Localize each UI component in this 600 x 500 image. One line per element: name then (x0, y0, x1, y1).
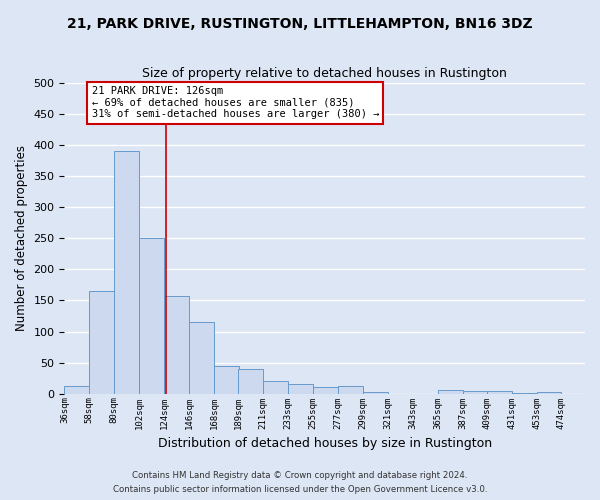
Bar (115, 152, 139, 394)
Bar (89, 291, 115, 394)
Bar (487, 391, 512, 394)
X-axis label: Distribution of detached houses by size in Rustington: Distribution of detached houses by size … (158, 437, 492, 450)
Bar (362, 392, 388, 394)
Bar (64, 386, 89, 394)
Bar (164, 296, 189, 394)
Bar (437, 390, 463, 394)
Title: Size of property relative to detached houses in Rustington: Size of property relative to detached ho… (142, 68, 507, 80)
Bar (263, 381, 288, 394)
Bar (189, 322, 214, 394)
Text: 21, PARK DRIVE, RUSTINGTON, LITTLEHAMPTON, BN16 3DZ: 21, PARK DRIVE, RUSTINGTON, LITTLEHAMPTO… (67, 18, 533, 32)
Bar (214, 366, 239, 394)
Bar (512, 393, 538, 394)
Bar (238, 370, 263, 394)
Bar (139, 238, 164, 394)
Bar (338, 386, 362, 394)
Y-axis label: Number of detached properties: Number of detached properties (15, 146, 28, 332)
Text: Contains HM Land Registry data © Crown copyright and database right 2024.
Contai: Contains HM Land Registry data © Crown c… (113, 472, 487, 494)
Bar (538, 392, 561, 394)
Bar (288, 384, 313, 394)
Bar (313, 388, 338, 394)
Text: 21 PARK DRIVE: 126sqm
← 69% of detached houses are smaller (835)
31% of semi-det: 21 PARK DRIVE: 126sqm ← 69% of detached … (92, 86, 379, 120)
Bar (463, 391, 487, 394)
